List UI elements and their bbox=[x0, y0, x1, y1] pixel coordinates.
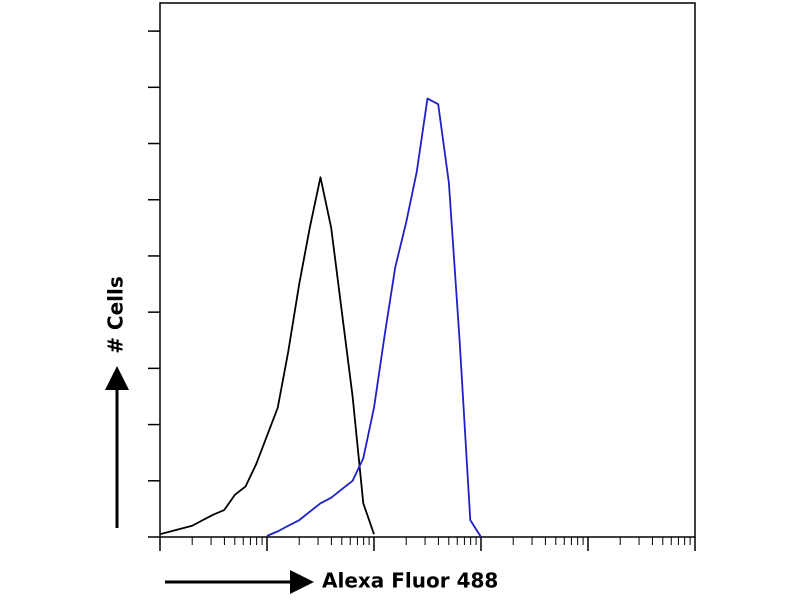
histogram-line bbox=[159, 176, 375, 536]
plot-frame bbox=[159, 2, 696, 538]
histogram-line bbox=[266, 97, 482, 538]
y-axis-label: # Cells bbox=[104, 276, 128, 354]
x-axis-label: Alexa Fluor 488 bbox=[322, 569, 498, 593]
